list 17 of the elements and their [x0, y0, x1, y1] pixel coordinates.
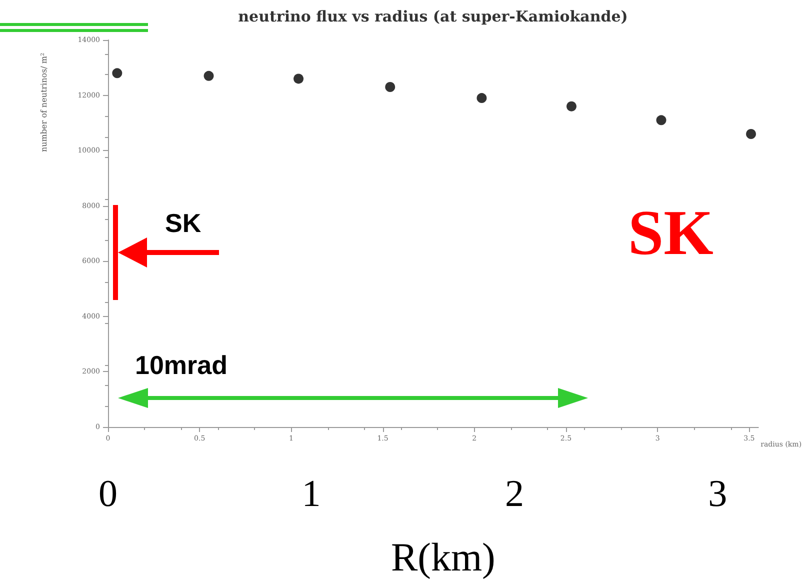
x2-axis-title: R(km) — [390, 534, 496, 580]
x2-tick-label: 3 — [708, 473, 728, 515]
point — [294, 74, 304, 84]
annotation: SK — [165, 208, 202, 239]
y-axis-title: number of neutrinos/ m² — [40, 52, 48, 152]
point — [112, 68, 122, 78]
point — [746, 128, 756, 139]
point — [476, 93, 487, 104]
annotation: SK — [628, 196, 714, 270]
point — [385, 82, 396, 92]
x2-tick-label: 2 — [504, 473, 524, 515]
point — [656, 115, 666, 126]
point — [204, 70, 214, 81]
chart-title: neutrino flux vs radius (at super-Kamiokande) — [238, 8, 628, 26]
point — [566, 101, 576, 112]
annotation: 10mrad — [135, 350, 228, 381]
x2-tick-label: 1 — [302, 473, 321, 515]
